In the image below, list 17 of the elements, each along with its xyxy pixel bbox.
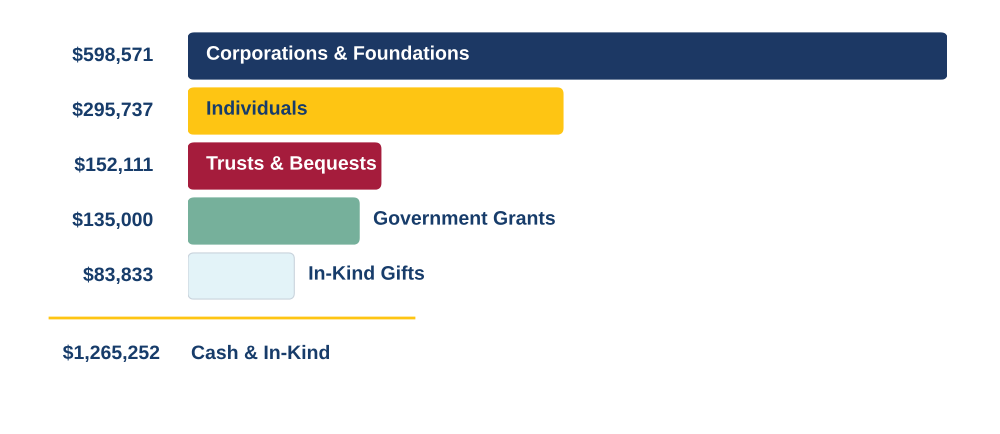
y-tick-label: Corporations & Foundations xyxy=(206,46,469,64)
bar xyxy=(188,252,295,300)
bar xyxy=(188,197,360,245)
bar xyxy=(188,32,947,80)
y-tick-label: Trusts & Bequests xyxy=(206,156,376,174)
bar xyxy=(188,142,382,190)
data-label: $598,571 xyxy=(72,46,153,64)
y-tick-label: Government Grants xyxy=(374,211,555,225)
bar xyxy=(188,87,564,135)
text: Cash & In-Kind xyxy=(192,344,330,360)
data-label: $152,111 xyxy=(74,156,153,174)
data-label: $135,000 xyxy=(72,212,152,230)
text: $1,265,252 xyxy=(62,344,160,362)
data-label: $83,833 xyxy=(83,266,153,284)
y-tick-label: In-Kind Gifts xyxy=(309,266,424,280)
y-tick-label: Individuals xyxy=(207,100,307,115)
data-label: $295,737 xyxy=(72,102,152,120)
